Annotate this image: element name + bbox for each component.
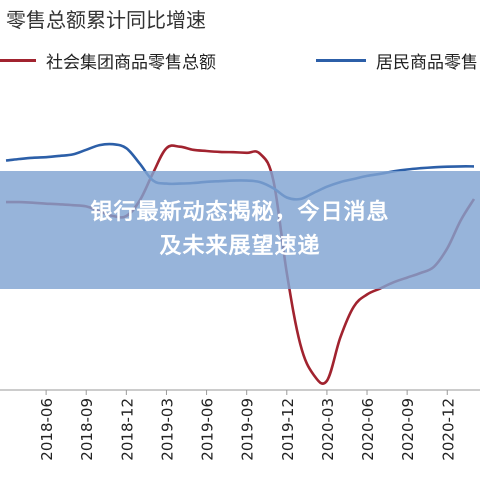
headline-line-2: 及未来展望速递 xyxy=(159,234,321,259)
x-tick-label: 2019-06 xyxy=(199,398,217,461)
x-tick-label: 2020-12 xyxy=(439,398,457,461)
legend-item-blue: 居民商品零售 xyxy=(316,48,478,73)
legend-label-blue: 居民商品零售 xyxy=(376,52,478,73)
chart-title: 零售总额累计同比增速 xyxy=(6,8,206,32)
x-tick-label: 2018-09 xyxy=(78,398,96,461)
x-tick-label: 2018-06 xyxy=(38,398,56,461)
x-tick-label: 2020-09 xyxy=(399,398,417,461)
x-tick-label: 2019-03 xyxy=(158,398,176,461)
legend-swatch-red xyxy=(0,58,36,62)
legend-label-red: 社会集团商品零售总额 xyxy=(46,52,216,73)
legend-swatch-blue xyxy=(316,58,366,62)
headline-banner: 银行最新动态揭秘，今日消息 及未来展望速递 xyxy=(0,171,480,289)
x-tick-label: 2019-12 xyxy=(279,398,297,461)
headline-line-1: 银行最新动态揭秘，今日消息 xyxy=(90,200,390,225)
x-tick-label: 2018-12 xyxy=(118,398,136,461)
legend-item-red: 社会集团商品零售总额 xyxy=(0,48,216,73)
x-tick-label: 2019-09 xyxy=(239,398,257,461)
x-tick-label: 2020-06 xyxy=(359,398,377,461)
x-tick-label: 2020-03 xyxy=(319,398,337,461)
chart-legend: 社会集团商品零售总额 居民商品零售 xyxy=(0,48,480,73)
